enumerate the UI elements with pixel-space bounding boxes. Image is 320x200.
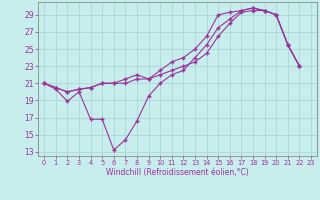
X-axis label: Windchill (Refroidissement éolien,°C): Windchill (Refroidissement éolien,°C) <box>106 168 249 177</box>
